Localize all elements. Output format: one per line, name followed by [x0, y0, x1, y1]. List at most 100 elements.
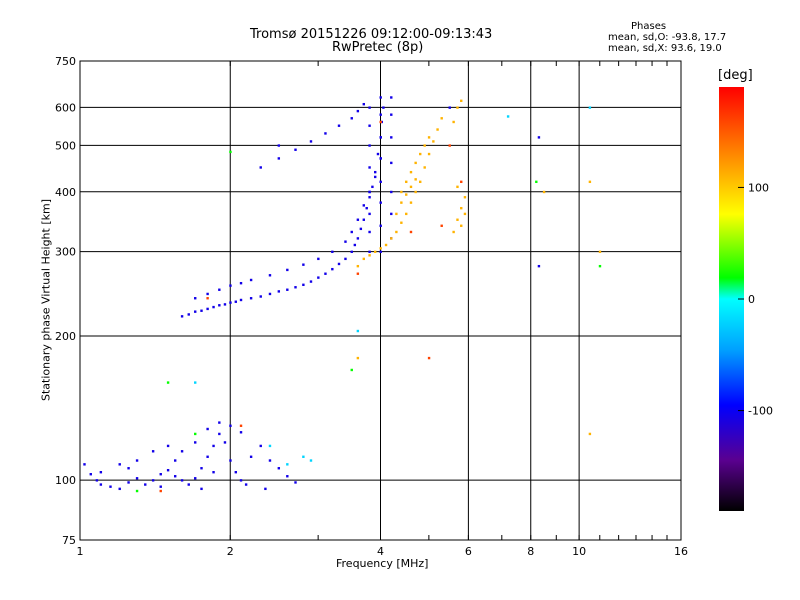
data-point — [400, 201, 403, 204]
data-point — [95, 479, 99, 482]
data-point — [302, 283, 305, 287]
data-point — [374, 250, 377, 254]
data-point — [206, 307, 209, 311]
data-point — [324, 272, 327, 275]
data-point — [448, 144, 451, 147]
data-point — [506, 115, 510, 118]
data-point — [400, 221, 403, 224]
data-points — [83, 96, 602, 493]
data-point — [588, 106, 592, 109]
x-tick-label: 8 — [527, 545, 534, 558]
data-point — [229, 150, 232, 154]
data-point — [460, 206, 463, 210]
data-point — [350, 117, 353, 120]
data-point — [365, 206, 368, 210]
data-point — [239, 281, 243, 285]
data-point — [356, 272, 360, 275]
data-point — [294, 286, 297, 289]
data-point — [423, 166, 426, 169]
phases-title: Phases — [631, 21, 667, 32]
data-point — [249, 297, 253, 300]
data-point — [448, 106, 451, 109]
data-point — [268, 459, 272, 462]
data-point — [368, 230, 371, 234]
axis-ticks: 1 2 4 6 8 10 16 750 600 500 400 300 200 100 75 — [55, 55, 688, 558]
data-point — [187, 313, 190, 316]
data-point — [390, 161, 393, 165]
data-point — [264, 487, 267, 491]
data-point — [598, 250, 602, 254]
data-point — [409, 230, 413, 234]
y-tick-label: 300 — [55, 246, 76, 259]
data-point — [212, 305, 215, 309]
data-point — [331, 267, 334, 271]
data-point — [83, 463, 86, 466]
data-point — [89, 473, 92, 476]
x-tick-label: 10 — [572, 545, 586, 558]
y-tick-label: 75 — [62, 534, 76, 547]
data-point — [390, 237, 393, 240]
data-point — [395, 212, 398, 216]
data-point — [395, 230, 398, 234]
data-point — [259, 166, 262, 169]
data-point — [234, 470, 238, 474]
data-point — [268, 444, 272, 448]
data-point — [206, 427, 209, 431]
data-point — [379, 157, 382, 160]
data-point — [356, 109, 360, 113]
data-point — [456, 106, 459, 109]
data-point — [379, 113, 382, 116]
data-point — [159, 485, 162, 488]
data-point — [390, 212, 393, 216]
data-point — [135, 459, 139, 462]
data-point — [371, 185, 374, 189]
data-point — [390, 113, 393, 116]
data-point — [344, 257, 347, 261]
x-tick-label: 6 — [465, 545, 472, 558]
data-point — [206, 292, 209, 296]
data-point — [317, 257, 320, 261]
data-point — [368, 144, 371, 147]
data-point — [166, 381, 170, 384]
data-point — [440, 117, 443, 120]
data-point — [244, 483, 248, 486]
data-point — [194, 310, 197, 313]
data-point — [309, 140, 313, 143]
data-point — [368, 254, 371, 257]
data-point — [356, 264, 360, 268]
data-point — [337, 262, 341, 266]
data-point — [379, 136, 382, 139]
colorbar-ticks: 100 0 -100 — [738, 181, 773, 418]
data-point — [405, 180, 408, 184]
y-tick-label: 600 — [55, 101, 76, 114]
data-point — [463, 212, 467, 216]
data-point — [384, 243, 388, 247]
data-point — [362, 204, 366, 207]
data-point — [356, 329, 360, 333]
data-point — [379, 201, 382, 204]
data-point — [159, 489, 162, 493]
y-tick-label: 750 — [55, 55, 76, 68]
data-point — [452, 120, 455, 124]
data-point — [409, 201, 413, 204]
data-point — [432, 140, 435, 143]
data-point — [200, 309, 203, 312]
data-point — [151, 450, 155, 453]
data-point — [414, 161, 417, 165]
data-point — [286, 288, 289, 291]
data-point — [317, 276, 320, 279]
data-point — [356, 356, 360, 360]
data-point — [368, 250, 371, 254]
data-point — [436, 128, 439, 131]
data-point — [362, 257, 366, 261]
data-point — [249, 278, 253, 282]
data-point — [159, 473, 162, 476]
data-point — [218, 432, 221, 436]
data-point — [368, 106, 371, 109]
data-point — [135, 477, 139, 480]
data-point — [542, 190, 546, 194]
data-point — [268, 274, 272, 277]
data-point — [368, 124, 371, 127]
data-point — [359, 227, 363, 231]
